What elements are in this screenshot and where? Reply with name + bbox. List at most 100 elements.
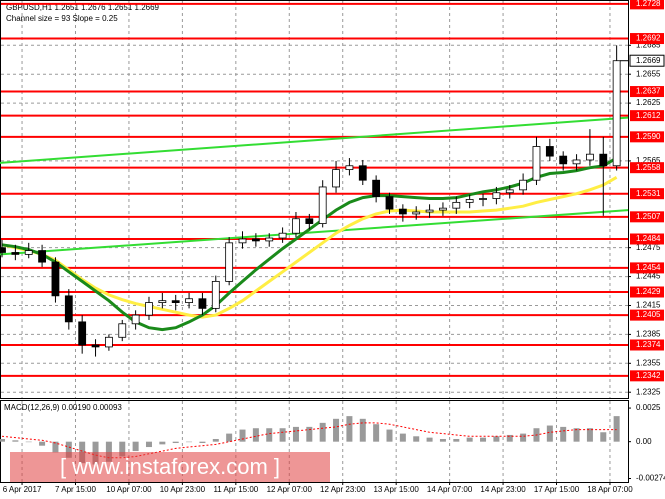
macd-bar (613, 416, 620, 442)
candle-body (11, 252, 20, 255)
candle-body (64, 295, 73, 323)
level-box (630, 162, 664, 174)
candle-body (318, 186, 327, 224)
x-tick-label: 18 Apr 07:00 (587, 485, 633, 494)
candle-body (198, 298, 207, 309)
level-box (630, 370, 664, 382)
candle-body (78, 321, 87, 346)
candle-body (439, 207, 447, 211)
last-price-label: 1.2669 (636, 56, 661, 65)
candle-body (412, 211, 421, 215)
candle-body (251, 238, 260, 242)
candle-body (586, 153, 594, 161)
macd-bar (226, 433, 233, 442)
level-box (630, 233, 664, 245)
level-label: 1.2531 (636, 189, 661, 198)
macd-bar (199, 441, 206, 444)
macd-bar (373, 424, 380, 442)
level-label: 1.2590 (636, 132, 661, 141)
watermark-box (10, 452, 330, 482)
macd-bar (279, 428, 286, 442)
macd-bar (145, 441, 152, 448)
x-tick-label: 7 Apr 15:00 (55, 485, 96, 494)
level-box (630, 188, 664, 200)
candle-body (545, 146, 554, 157)
macd-bar (546, 425, 553, 442)
macd-bar (105, 441, 112, 462)
candle-body (479, 198, 487, 200)
candle-body (211, 280, 220, 309)
level-label: 1.2484 (636, 234, 661, 243)
macd-bar (386, 429, 393, 442)
candle-body (38, 250, 46, 263)
channel-line (0, 209, 629, 256)
macd-bar (346, 416, 353, 442)
candle-body (171, 300, 180, 303)
candle-body (372, 179, 381, 197)
x-tick-label: 6 Apr 2017 (3, 485, 42, 494)
candle-body (118, 323, 127, 338)
candle-body (51, 261, 60, 297)
macd-title: MACD(12,26,9) 0.00190 0.00093 (4, 403, 122, 412)
y-tick-label: 1.2475 (636, 243, 661, 252)
level-box (630, 131, 664, 143)
candle-body (452, 201, 461, 209)
macd-bar (506, 434, 513, 442)
macd-bar (25, 441, 32, 443)
level-label: 1.2454 (636, 263, 661, 272)
level-box (630, 309, 664, 321)
channel-line (0, 116, 629, 164)
last-price-box (629, 54, 665, 67)
macd-bar (172, 441, 179, 444)
candle-body (24, 250, 33, 255)
macd-bar (560, 426, 567, 442)
macd-bar (12, 440, 19, 442)
candle-body (305, 218, 314, 224)
y-tick-label: 1.2325 (636, 387, 661, 396)
level-label: 1.2692 (636, 34, 661, 43)
y-tick-label: 0.0025 (636, 403, 661, 412)
candle-body (292, 218, 300, 234)
macd-bar (52, 441, 59, 453)
macd-bar (212, 438, 219, 442)
level-box (630, 286, 664, 298)
y-tick-label: 0.00 (636, 437, 652, 446)
y-tick-label: 1.2655 (636, 69, 661, 78)
macd-bar (413, 436, 420, 442)
candle-body (599, 153, 608, 167)
candle-body (492, 192, 501, 199)
y-tick-label: 1.2445 (636, 272, 661, 281)
candle-body (345, 165, 354, 171)
macd-bar (239, 429, 246, 442)
macd-bar (252, 428, 259, 442)
macd-bar (132, 441, 139, 452)
macd-bar (600, 432, 607, 442)
level-label: 1.2342 (636, 371, 661, 380)
level-box (630, 0, 664, 10)
candle-body (612, 60, 621, 167)
moving-average (1, 176, 618, 319)
candle-body (519, 179, 528, 191)
y-tick-label: 1.2685 (636, 40, 661, 49)
level-label: 1.2558 (636, 163, 661, 172)
macd-bar (359, 418, 366, 442)
level-label: 1.2507 (636, 212, 661, 221)
macd-bar (480, 437, 487, 442)
chart-title: GBPUSD,H1 1.2651 1.2676 1.2651 1.2669 (6, 3, 160, 12)
level-label: 1.2612 (636, 111, 661, 120)
y-tick-label: 1.2565 (636, 156, 661, 165)
candle-body (358, 165, 367, 181)
x-tick-label: 14 Apr 07:00 (427, 485, 473, 494)
level-label: 1.2374 (636, 340, 661, 349)
y-tick-label: 1.2385 (636, 330, 661, 339)
macd-bar (573, 428, 580, 442)
level-box (630, 211, 664, 223)
macd-bar (399, 433, 406, 442)
level-label: 1.2405 (636, 310, 661, 319)
candle-body (131, 314, 140, 325)
y-tick-label: 1.2355 (636, 358, 661, 367)
chart-subtitle: Channel size = 93 Slope = 0.25 (6, 14, 118, 23)
level-label: 1.2728 (636, 0, 661, 8)
macd-bar (186, 441, 193, 443)
